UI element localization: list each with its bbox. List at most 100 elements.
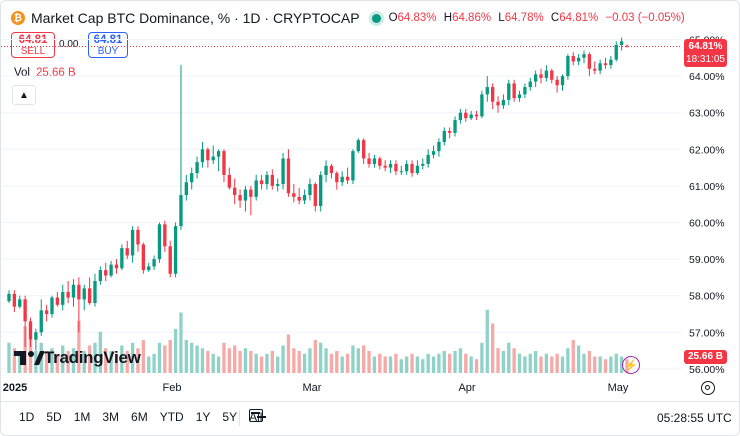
candle-body — [464, 112, 468, 119]
candle-body — [34, 332, 38, 340]
ohlc-legend: O64.83% H64.86% L64.78% C64.81% −0.03 (−… — [389, 12, 689, 24]
gear-icon[interactable] — [701, 381, 715, 395]
range-3m[interactable]: 3M — [102, 410, 120, 424]
chevron-up-icon[interactable]: ▲ — [12, 85, 36, 105]
candle-body — [18, 299, 22, 307]
candle-body — [356, 140, 360, 152]
candle-body — [125, 248, 129, 256]
y-tick-label: 61.00% — [689, 181, 725, 193]
candle-body — [243, 189, 248, 201]
candle-body — [566, 55, 570, 77]
symbol-title[interactable]: Market Cap BTC Dominance, % · 1D · CRYPT… — [31, 10, 360, 26]
candle-body — [292, 193, 296, 197]
volume-bar — [233, 345, 237, 373]
candle-body — [104, 270, 108, 276]
market-status-icon[interactable] — [371, 13, 381, 23]
range-selector: 1D 5D 1M 3M 6M YTD 1Y 5Y All — [19, 410, 274, 424]
y-tick-label: 57.00% — [689, 327, 725, 339]
volume-bar — [501, 351, 506, 373]
candle-body — [136, 229, 140, 245]
x-tick-label: Mar — [303, 382, 322, 394]
candle-body — [447, 131, 452, 133]
candle-body — [87, 288, 92, 304]
sell-label: SELL — [20, 46, 46, 57]
candle-body — [147, 266, 151, 271]
range-1d[interactable]: 1D — [19, 410, 35, 424]
candle-body — [130, 229, 135, 256]
open-label: O — [388, 12, 398, 24]
volume-bar — [168, 340, 172, 373]
candle-body — [216, 151, 221, 157]
range-1m[interactable]: 1M — [73, 410, 91, 424]
candle-body — [319, 174, 323, 207]
volume-bar — [464, 353, 468, 373]
volume-bar — [609, 356, 613, 373]
volume-bar — [566, 348, 570, 373]
price-chart[interactable]: 65.00%64.00%63.00%62.00%61.00%60.00%59.0… — [1, 1, 740, 401]
volume-bar — [120, 345, 124, 373]
low-label: L — [498, 12, 505, 24]
range-5y[interactable]: 5Y — [222, 410, 238, 424]
utc-clock[interactable]: 05:28:55 UTC — [657, 411, 732, 425]
volume-bar — [372, 356, 377, 373]
range-1y[interactable]: 1Y — [195, 410, 211, 424]
candle-body — [421, 163, 425, 166]
y-tick-label: 63.00% — [689, 108, 725, 120]
tradingview-logo[interactable]: TradingView — [14, 348, 141, 368]
range-all[interactable]: All — [249, 410, 263, 424]
volume-bar — [61, 345, 65, 373]
candle-body — [474, 114, 479, 117]
volume-bar — [367, 351, 371, 373]
volume-bar — [550, 356, 554, 373]
volume-bar — [453, 351, 457, 373]
volume-bar — [259, 356, 264, 373]
candle-body — [7, 293, 11, 302]
lightning-icon[interactable]: ⚡ — [622, 356, 640, 374]
volume-bar — [351, 345, 355, 373]
range-ytd[interactable]: YTD — [159, 410, 184, 424]
volume-bar — [571, 340, 575, 373]
close-value: 64.81% — [559, 12, 599, 24]
candle-body — [345, 176, 350, 181]
calendar-range-icon[interactable] — [249, 409, 266, 422]
volume-bar — [222, 342, 226, 373]
volume-bar — [415, 356, 420, 373]
volume-bar — [469, 356, 473, 373]
candle-body — [114, 264, 119, 269]
volume-bar — [216, 356, 221, 373]
open-value: 64.83% — [397, 12, 437, 24]
volume-bar — [200, 348, 205, 373]
volume-bar — [238, 351, 242, 373]
y-tick-label: 56.00% — [689, 364, 725, 376]
volume-bar — [603, 359, 608, 373]
volume-bar — [141, 340, 146, 373]
volume-bar — [421, 359, 425, 373]
candle-body — [480, 94, 484, 117]
volume-bar — [147, 356, 151, 373]
candle-body — [405, 163, 409, 172]
range-6m[interactable]: 6M — [131, 410, 148, 424]
volume-bar — [136, 348, 140, 373]
buy-label: BUY — [97, 46, 119, 57]
candle-body — [383, 165, 387, 168]
volume-bar — [190, 342, 194, 373]
candle-body — [28, 321, 33, 340]
volume-bar — [87, 345, 92, 373]
candle-body — [388, 163, 393, 168]
range-5d[interactable]: 5D — [46, 410, 62, 424]
candle-body — [276, 184, 280, 186]
volume-bar — [319, 342, 323, 373]
volume-bar — [517, 353, 522, 373]
volume-bar — [109, 351, 113, 373]
volume-bar — [93, 342, 97, 373]
volume-bar — [297, 351, 301, 373]
candle-body — [71, 284, 76, 298]
volume-bar — [77, 320, 81, 373]
volume-bar — [437, 353, 441, 373]
candle-body — [625, 45, 629, 47]
volume-bar — [286, 334, 291, 373]
candle-body — [249, 189, 253, 197]
volume-bar — [254, 353, 258, 373]
volume-bar — [555, 353, 559, 373]
